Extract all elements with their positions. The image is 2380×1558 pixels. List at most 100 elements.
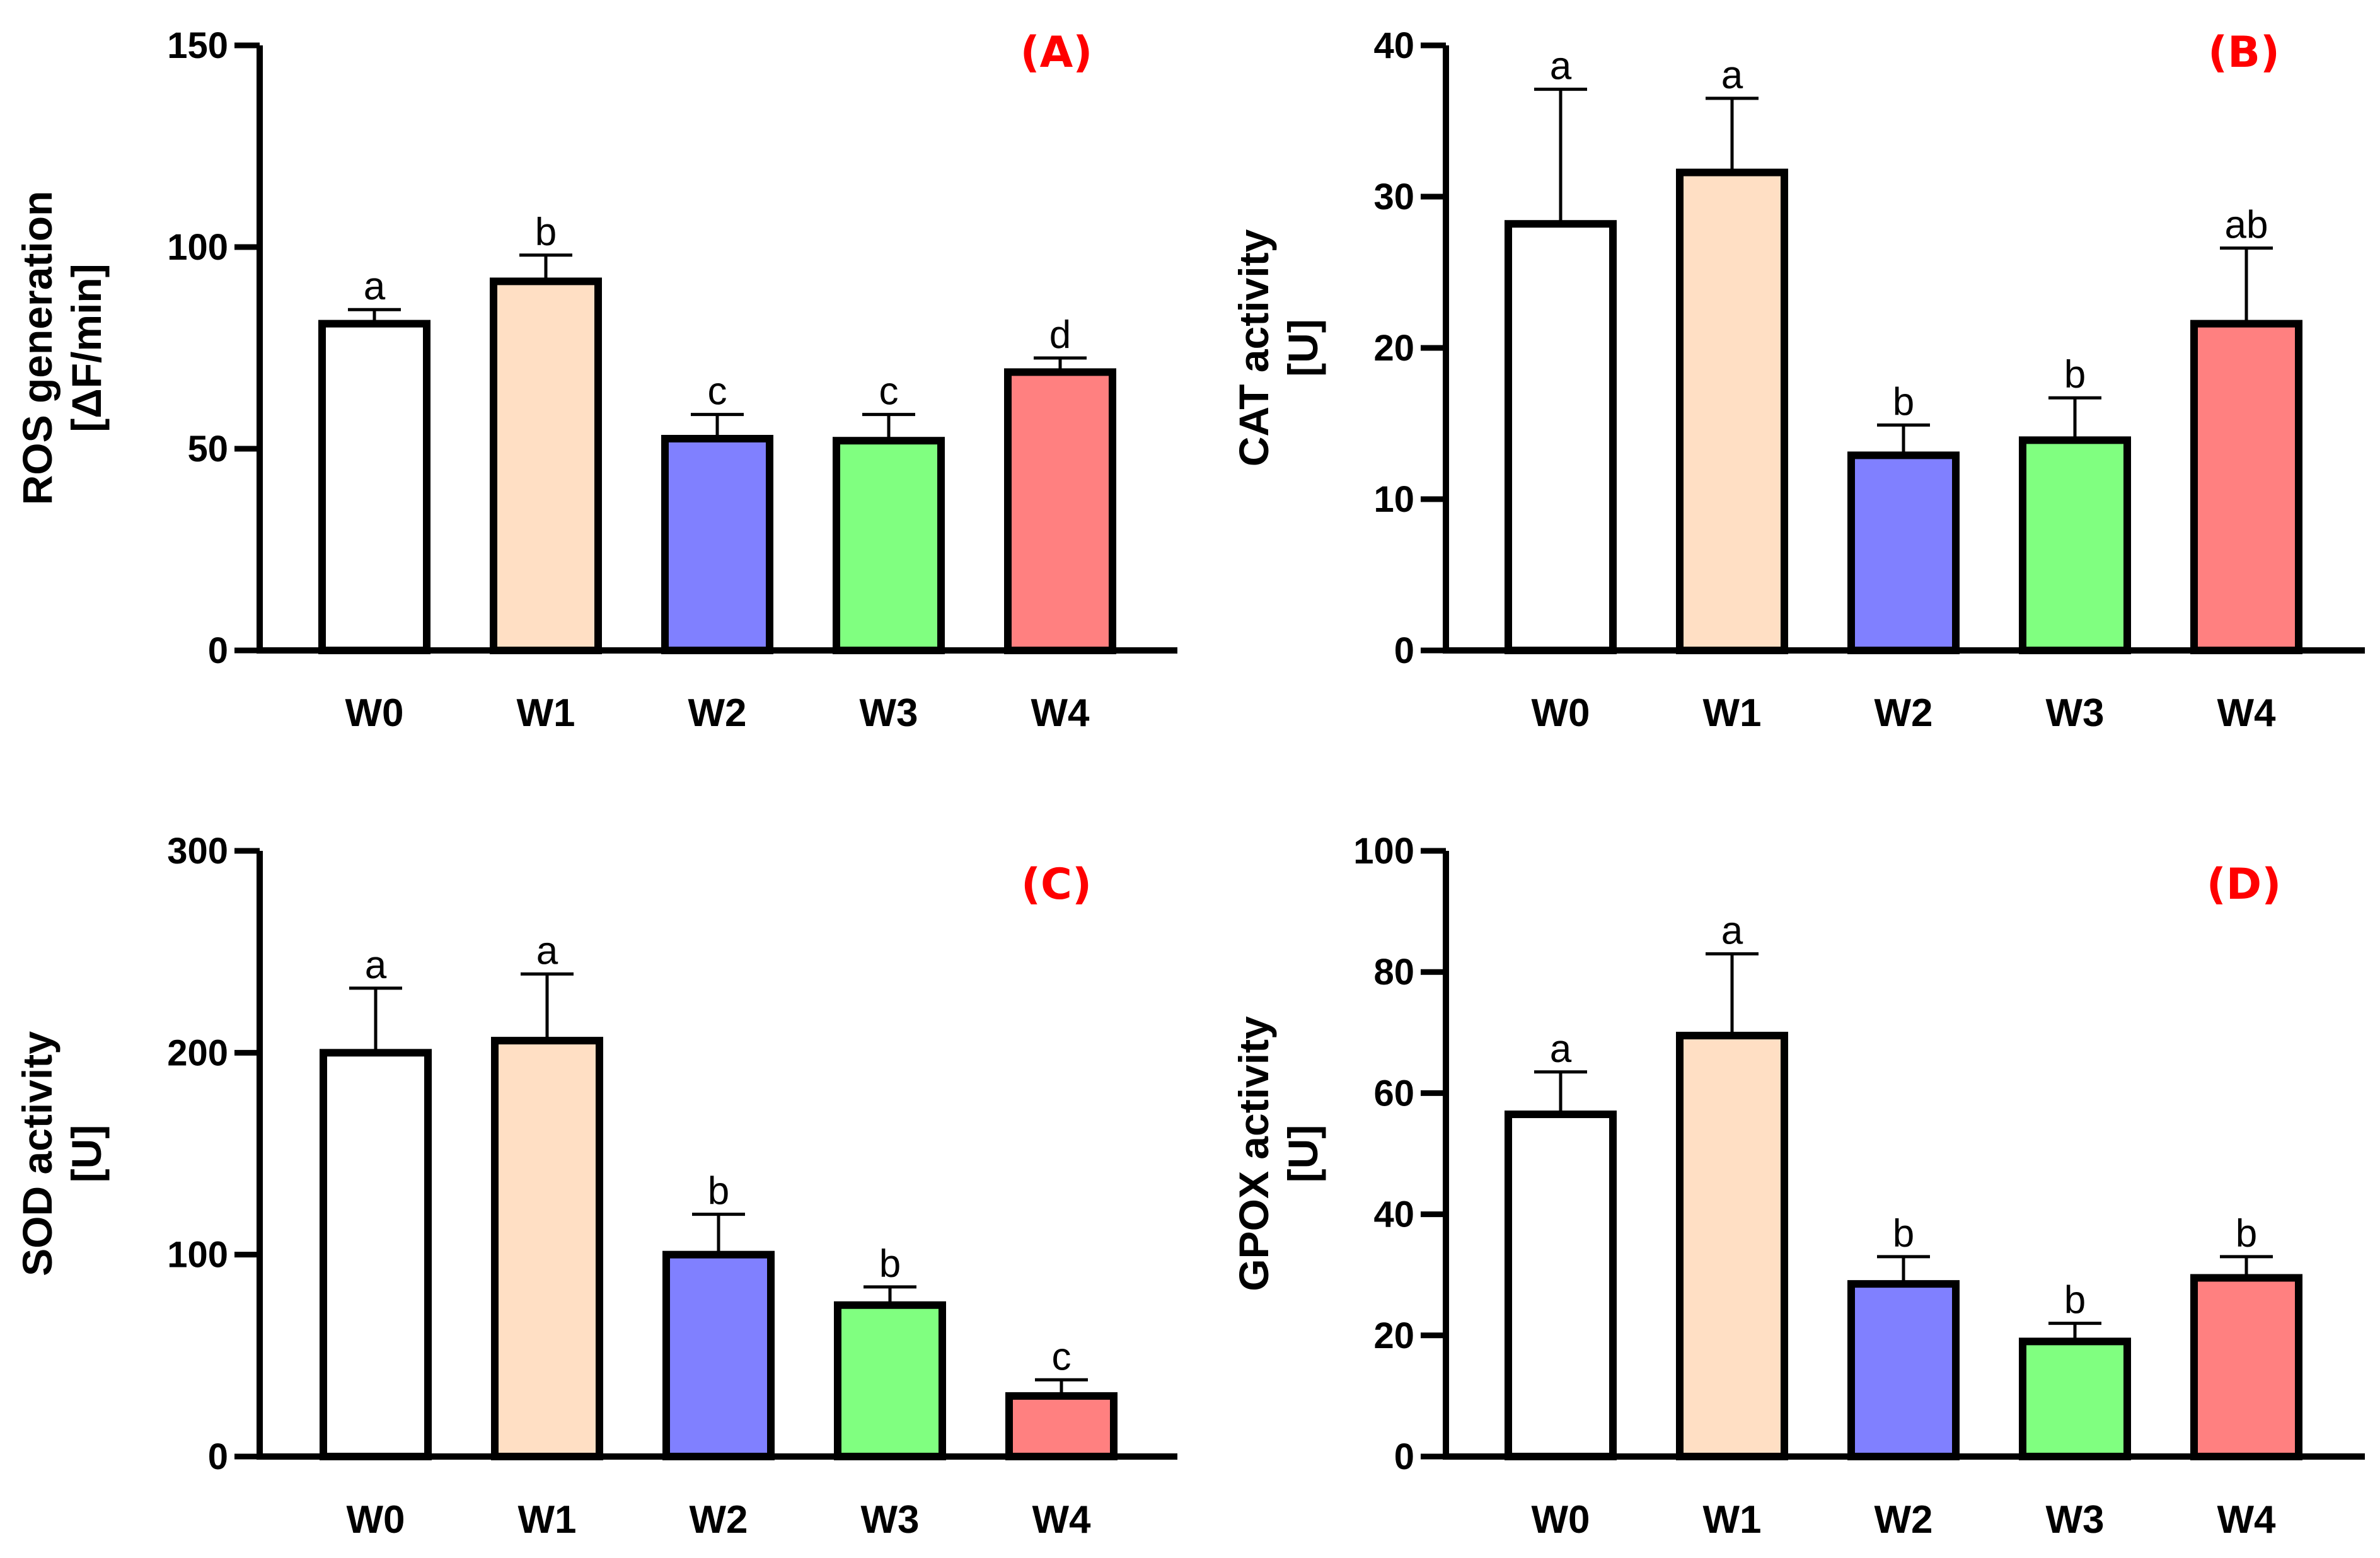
bar-W0 [320, 1049, 432, 1461]
error-bar-W0 [349, 986, 402, 1053]
y-tick-label: 0 [1394, 1436, 1414, 1477]
significance-label: b [2064, 1279, 2086, 1322]
y-tick-label: 0 [1394, 630, 1414, 671]
significance-label: a [365, 943, 387, 987]
bar-W1 [1676, 168, 1788, 655]
x-tick-label: W3 [860, 691, 918, 735]
y-tick-label: 40 [1373, 1194, 1414, 1235]
bar-W3 [834, 1301, 946, 1460]
error-bar-W0 [1534, 1070, 1587, 1115]
error-bar-W1 [519, 253, 572, 282]
significance-label: a [364, 265, 386, 308]
chart-panel-3: a W0 a W1 b W2 b W3 c W4 0 100 200 300 SOD activity[U]… [14, 831, 1177, 1542]
x-tick-label: W1 [517, 691, 575, 735]
bar-W3 [2019, 436, 2131, 655]
bar-W0 [318, 320, 430, 654]
error-bar-W0 [348, 308, 401, 324]
x-tick-label: W4 [1031, 691, 1090, 735]
bar-W3 [833, 437, 945, 654]
y-axis-title-line: GPOX activity [1230, 1016, 1277, 1291]
y-axis-title-line: [U] [1280, 319, 1326, 377]
panel-label: (A) [1020, 28, 1093, 78]
error-bar-W4 [1034, 356, 1087, 372]
bar-W1 [1676, 1032, 1788, 1460]
error-bar-W4 [2220, 246, 2273, 324]
significance-label: a [1721, 909, 1743, 952]
bar-W2 [661, 435, 773, 654]
error-bar-W3 [2048, 396, 2101, 441]
x-tick-label: W3 [2046, 1498, 2105, 1542]
error-bar-W4 [2220, 1255, 2273, 1278]
bar-W4 [1005, 1392, 1118, 1460]
x-tick-label: W2 [690, 1498, 748, 1542]
significance-label: b [1893, 380, 1914, 424]
significance-label: a [1550, 1027, 1572, 1071]
x-tick-label: W0 [1532, 691, 1590, 735]
significance-label: a [1550, 45, 1572, 88]
significance-label: a [1721, 54, 1743, 97]
x-tick-label: W2 [688, 691, 747, 735]
error-bar-W3 [864, 1285, 916, 1305]
x-tick-label: W4 [2217, 691, 2277, 735]
x-tick-label: W0 [1532, 1498, 1590, 1542]
significance-label: c [1052, 1335, 1072, 1378]
panel-label: (C) [1021, 860, 1092, 909]
y-tick-label: 150 [167, 25, 228, 66]
significance-label: a [536, 929, 558, 972]
y-axis-title-line: SOD activity [14, 1031, 61, 1276]
error-bar-W1 [1706, 952, 1759, 1036]
x-tick-label: W0 [347, 1498, 405, 1542]
y-tick-label: 30 [1373, 176, 1414, 217]
bar-W4 [2190, 1274, 2302, 1460]
y-axis-title-line: CAT activity [1230, 229, 1277, 466]
bar-W1 [490, 277, 602, 654]
bar-W2 [1847, 1280, 1960, 1460]
y-tick-label: 40 [1373, 25, 1414, 66]
bar-W2 [1847, 451, 1960, 655]
x-tick-label: W3 [861, 1498, 920, 1542]
bar-W2 [662, 1250, 775, 1460]
y-tick-label: 0 [208, 1436, 228, 1477]
x-tick-label: W4 [2217, 1498, 2277, 1542]
x-tick-label: W2 [1875, 1498, 1933, 1542]
y-tick-label: 20 [1373, 1315, 1414, 1356]
error-bar-W2 [1877, 1255, 1930, 1284]
x-tick-label: W3 [2046, 691, 2105, 735]
error-bar-W2 [1877, 423, 1930, 456]
significance-label: c [708, 370, 727, 413]
x-tick-label: W1 [1703, 691, 1762, 735]
bar-W0 [1505, 1111, 1617, 1461]
bar-W0 [1505, 220, 1617, 654]
significance-label: b [879, 1242, 901, 1286]
error-bar-W4 [1035, 1378, 1088, 1396]
bar-W4 [2190, 320, 2302, 654]
y-axis-title: GPOX activity[U] [1230, 1016, 1326, 1291]
chart-panel-4: a W0 a W1 b W2 b W3 b W4 0 20 40 60 80 100 GPOX activity… [1230, 831, 2365, 1542]
y-tick-label: 200 [167, 1032, 228, 1073]
error-bar-W3 [862, 413, 915, 441]
y-tick-label: 100 [167, 1235, 228, 1276]
significance-label: b [2236, 1212, 2257, 1255]
error-bar-W0 [1534, 88, 1587, 224]
x-tick-label: W4 [1032, 1498, 1092, 1542]
significance-label: b [708, 1170, 729, 1213]
y-tick-label: 60 [1373, 1073, 1414, 1114]
y-axis-title-line: ROS generation [14, 191, 61, 505]
y-tick-label: 100 [167, 227, 228, 268]
x-tick-label: W2 [1875, 691, 1933, 735]
error-bar-W1 [521, 972, 574, 1041]
error-bar-W1 [1706, 96, 1759, 173]
chart-panel-1: a W0 b W1 c W2 c W3 d W4 0 50 100 150 ROS generation[Δ… [14, 25, 1177, 735]
y-axis-title-line: [U] [1280, 1125, 1326, 1183]
y-tick-label: 20 [1373, 328, 1414, 369]
significance-label: b [1893, 1212, 1914, 1255]
x-tick-label: W1 [518, 1498, 577, 1542]
y-tick-label: 50 [187, 429, 228, 470]
error-bar-W3 [2048, 1322, 2101, 1342]
error-bar-W2 [692, 1213, 745, 1255]
bar-W3 [2019, 1337, 2131, 1460]
y-tick-label: 0 [208, 630, 228, 671]
x-tick-label: W0 [345, 691, 404, 735]
panel-label: (D) [2207, 860, 2282, 909]
